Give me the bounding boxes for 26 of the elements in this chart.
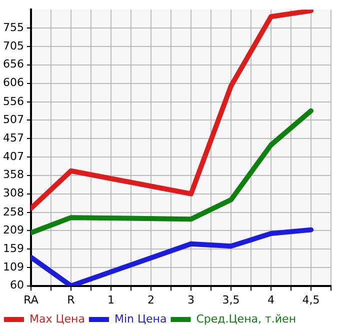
y-tick-label: 705 (2, 40, 24, 53)
legend-label: Max Цена (30, 312, 85, 326)
y-tick-label: 209 (2, 223, 24, 236)
x-tick-label: 4 (268, 293, 274, 306)
x-tick-label: RA (24, 293, 39, 306)
y-tick-label: 507 (2, 112, 24, 126)
y-tick-label: 755 (2, 20, 24, 34)
y-tick-label: 358 (2, 168, 24, 182)
y-tick-label: 656 (2, 58, 24, 71)
y-tick-label: 308 (2, 186, 24, 200)
x-tick-label: 2 (147, 293, 154, 306)
y-tick-label: 60 (10, 278, 24, 292)
y-tick-label: 606 (2, 76, 24, 90)
y-tick-label: 258 (2, 205, 24, 218)
x-tick-label: 3,5 (222, 293, 240, 306)
y-tick-label: 159 (2, 242, 24, 255)
x-tick-label: 4,5 (302, 293, 320, 306)
legend-label: Сред.Цена, т.йен (196, 312, 296, 326)
x-tick-label: R (67, 293, 76, 306)
x-tick-label: 1 (107, 293, 114, 306)
y-tick-label: 109 (2, 260, 24, 274)
y-tick-label: 457 (2, 131, 24, 144)
y-tick-label: 407 (2, 150, 24, 164)
legend-label: Min Цена (114, 312, 167, 326)
y-tick-label: 556 (2, 94, 24, 108)
x-tick-label: 3 (188, 293, 194, 306)
